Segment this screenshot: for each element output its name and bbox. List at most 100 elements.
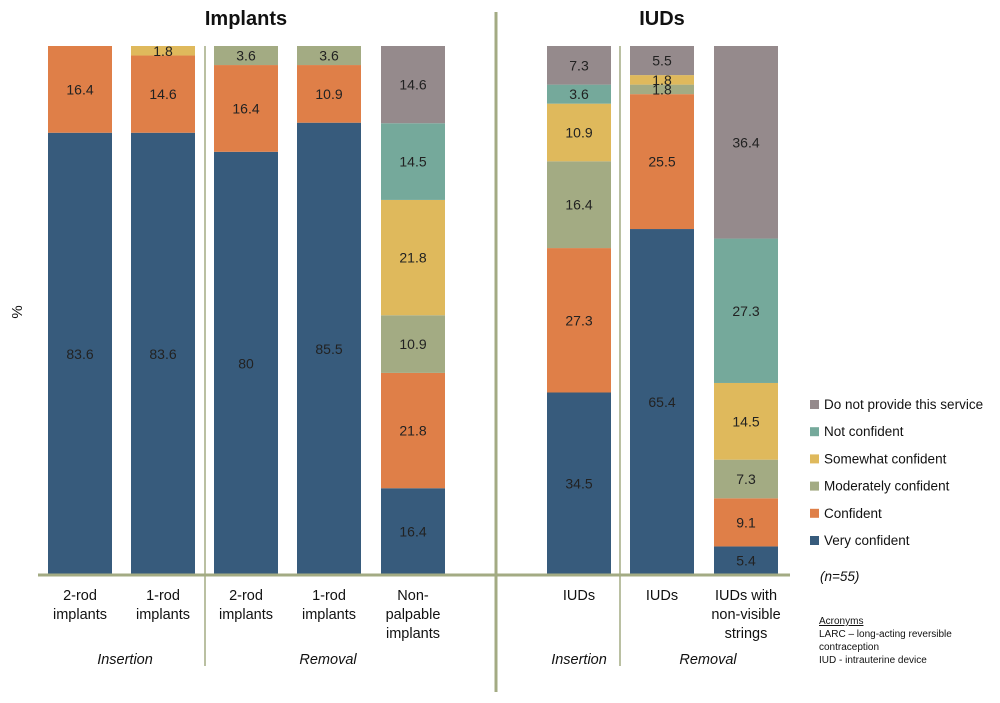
data-label: 25.5 [648, 154, 675, 170]
bar-segment [48, 132, 112, 576]
data-label: 10.9 [315, 86, 342, 102]
data-label: 83.6 [149, 346, 176, 362]
legend-swatch [810, 536, 819, 545]
data-label: 3.6 [319, 48, 339, 64]
bar-segment [381, 199, 445, 316]
data-label: 85.5 [315, 341, 342, 357]
legend-label: Not confident [824, 424, 904, 439]
bar-segment [630, 75, 694, 85]
data-label: 83.6 [66, 346, 93, 362]
legend-swatch [810, 427, 819, 437]
acronyms-box: Acronyms LARC – long-acting reversible c… [819, 616, 952, 666]
bar-segment [381, 315, 445, 373]
data-label: 3.6 [569, 86, 589, 102]
data-label: 16.4 [399, 524, 426, 540]
bar-segment [630, 84, 694, 95]
data-label: 10.9 [565, 124, 592, 140]
bar-segment [630, 46, 694, 76]
bar-segment [547, 84, 611, 104]
bar-segment [297, 46, 361, 66]
category-label: 1-rod implants [302, 588, 356, 623]
category-label: 2-rod implants [219, 588, 273, 623]
acronyms-heading: Acronyms [819, 616, 863, 627]
group-labels: Insertion Removal Insertion Removal [97, 652, 737, 668]
y-axis-label: % [9, 305, 26, 318]
axes-layer [38, 12, 790, 692]
data-label: 9.1 [736, 514, 756, 530]
data-label: 1.8 [652, 81, 672, 97]
bar-segment [214, 151, 278, 576]
data-label: 1.8 [153, 43, 173, 59]
group-label: Removal [299, 652, 357, 668]
acronym-line: LARC – long-acting reversible [819, 629, 952, 640]
bar-segment [381, 488, 445, 575]
data-label: 16.4 [565, 197, 592, 213]
data-label: 7.3 [736, 471, 756, 487]
bar-segment [297, 122, 361, 575]
panel-title-implants: Implants [205, 8, 287, 30]
data-label: 80 [238, 355, 254, 371]
data-label: 14.6 [399, 77, 426, 93]
data-label: 7.3 [569, 57, 589, 73]
bar-segment [214, 46, 278, 66]
data-label: 3.6 [236, 48, 256, 64]
bar-segment [714, 546, 778, 575]
bar-segment [381, 46, 445, 124]
bar-segment [48, 46, 112, 133]
bar-segment [381, 372, 445, 489]
legend-label: Moderately confident [824, 479, 950, 494]
legend-label: Do not provide this service [824, 397, 983, 412]
data-label: 21.8 [399, 423, 426, 439]
data-label: 14.5 [732, 413, 759, 429]
bar-segment [630, 229, 694, 575]
data-label: 65.4 [648, 394, 675, 410]
data-label: 5.5 [652, 53, 672, 69]
bar-segment [714, 382, 778, 460]
group-label: Removal [679, 652, 737, 668]
bar-segment [214, 65, 278, 152]
category-label: Non-palpable implants [386, 588, 441, 642]
data-label: 1.8 [652, 72, 672, 88]
data-label: 5.4 [736, 553, 756, 569]
bar-segment [297, 65, 361, 123]
data-label: 10.9 [399, 336, 426, 352]
legend-label: Confident [824, 506, 882, 521]
legend-swatch [810, 508, 819, 518]
category-label: IUDs [563, 588, 595, 604]
data-label: 36.4 [732, 134, 759, 150]
legend-label: Somewhat confident [824, 451, 947, 466]
legend-swatch [810, 454, 819, 464]
legend-label: Very confident [824, 533, 910, 548]
data-label: 14.6 [149, 86, 176, 102]
bar-segment [381, 123, 445, 200]
group-label: Insertion [97, 652, 153, 668]
bar-segment [547, 161, 611, 249]
data-label: 34.5 [565, 476, 592, 492]
bar-segment [131, 46, 195, 56]
bar-segment [547, 248, 611, 393]
data-label: 21.8 [399, 250, 426, 266]
panel-title-iuds: IUDs [639, 8, 685, 30]
acronym-line: IUD - intrauterine device [819, 655, 927, 666]
category-labels: 2-rod implants 1-rod implants 2-rod implants 1… [53, 588, 781, 642]
legend-swatch [810, 481, 819, 491]
bar-segment [131, 55, 195, 133]
category-label: 2-rod implants [53, 588, 107, 623]
category-label: 1-rod implants [136, 588, 190, 623]
category-label: IUDs with non-visible strings [711, 588, 780, 642]
acronym-line: contraception [819, 642, 879, 653]
bar-segment [714, 238, 778, 383]
data-label: 16.4 [66, 81, 93, 97]
legend: Do not provide this service Not confident… [810, 397, 983, 548]
data-label: 14.5 [399, 154, 426, 170]
bar-segment [547, 392, 611, 575]
data-label: 16.4 [232, 100, 259, 116]
bar-segment [630, 94, 694, 230]
bar-segment [714, 459, 778, 499]
group-label: Insertion [551, 652, 607, 668]
bars-layer: 83.6 16.4 83.6 14.6 1.8 80 16.4 3.6 85.5 10.9 3.6 1… [48, 43, 778, 576]
bar-segment [714, 498, 778, 547]
bar-segment [131, 132, 195, 576]
legend-swatch [810, 400, 819, 409]
